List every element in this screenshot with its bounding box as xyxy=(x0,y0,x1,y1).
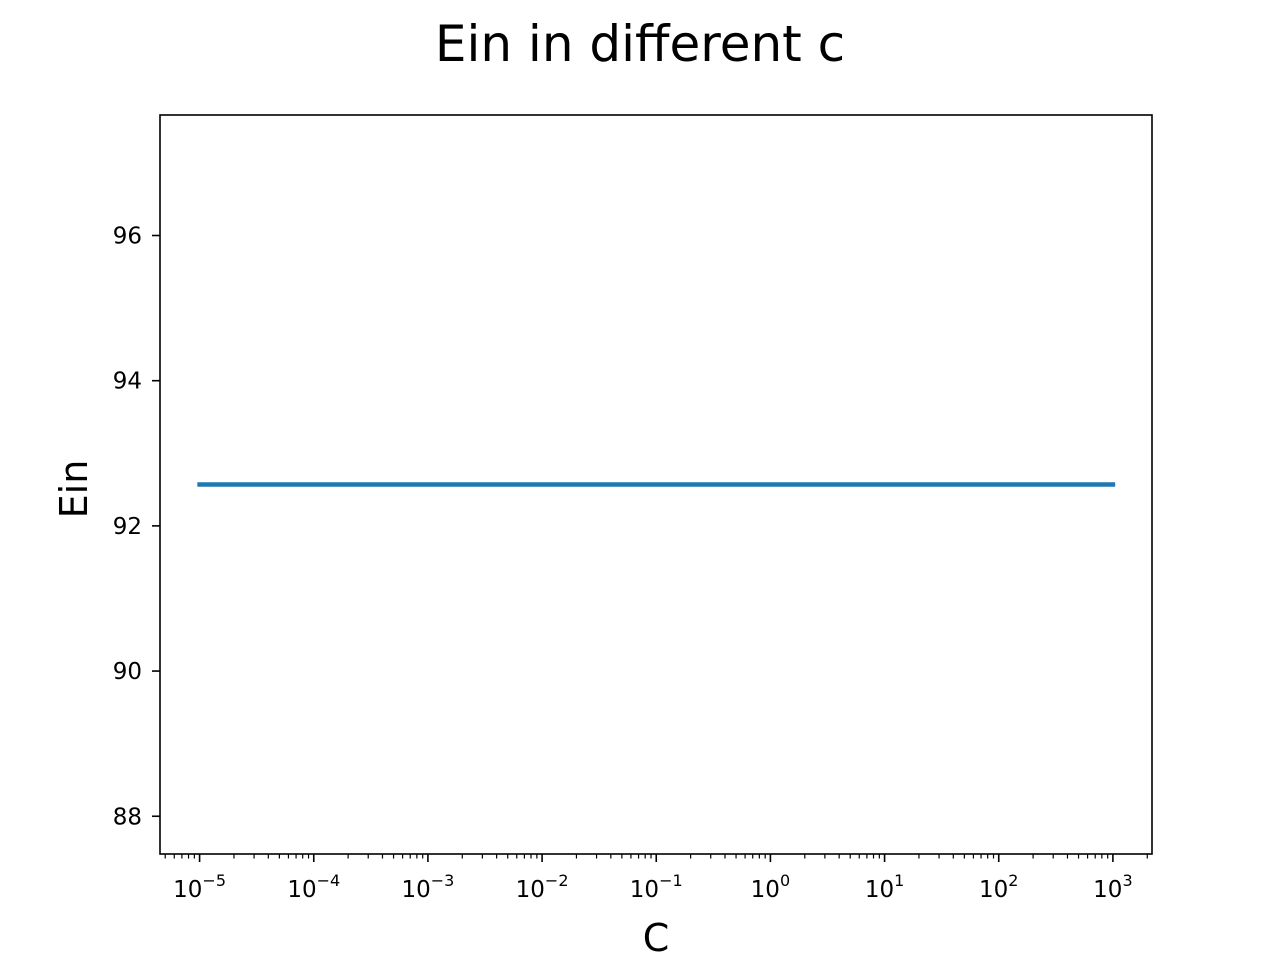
y-tick-label: 90 xyxy=(113,659,142,685)
y-axis: 88 90 92 94 96 xyxy=(113,224,160,830)
y-tick-label: 88 xyxy=(113,804,142,830)
x-axis-label: C xyxy=(643,916,670,960)
x-tick-label: 10−1 xyxy=(630,871,683,903)
x-tick-label: 101 xyxy=(865,871,904,903)
x-tick-label: 10−5 xyxy=(173,871,226,903)
x-axis: 10−5 10−4 10−3 10−2 10−1 100 101 102 103 xyxy=(164,854,1148,903)
y-tick-label: 92 xyxy=(113,514,142,540)
x-tick-label: 100 xyxy=(751,871,790,903)
chart-title: Ein in different c xyxy=(435,15,845,73)
y-axis-label: Ein xyxy=(52,460,96,519)
x-tick-label: 10−3 xyxy=(401,871,454,903)
x-tick-label: 10−2 xyxy=(516,871,569,903)
x-tick-label: 10−4 xyxy=(287,871,340,903)
y-tick-label: 94 xyxy=(113,369,142,395)
x-tick-label: 103 xyxy=(1093,871,1132,903)
y-tick-label: 96 xyxy=(113,224,142,250)
x-tick-label: 102 xyxy=(979,871,1018,903)
